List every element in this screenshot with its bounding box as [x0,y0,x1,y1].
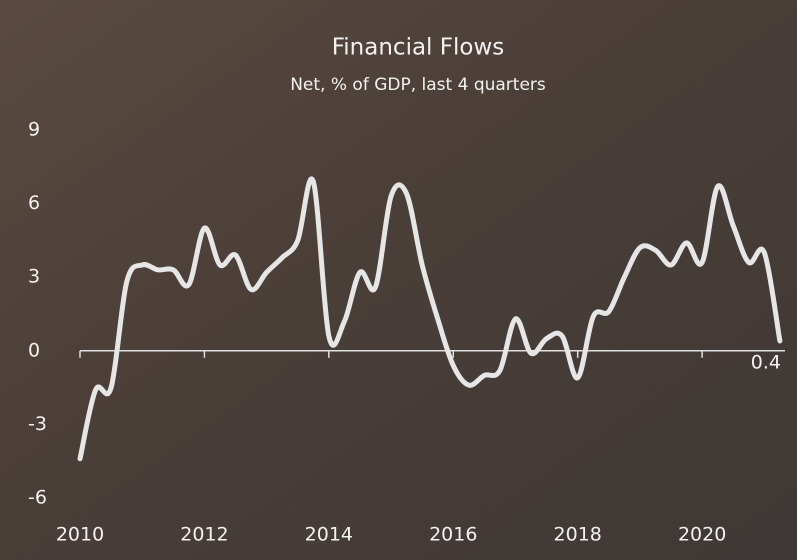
data-label: 0.4 [751,351,781,373]
x-tick-label: 2012 [180,524,228,546]
y-tick-label: 6 [28,192,40,214]
y-tick-label: -6 [28,487,47,509]
x-tick-label: 2014 [305,524,353,546]
x-tick-label: 2018 [554,524,602,546]
x-tick-label: 2020 [678,524,726,546]
x-tick-label: 2010 [56,524,104,546]
data-line [77,176,783,462]
y-tick-label: 0 [28,339,40,361]
y-tick-label: -3 [28,413,47,435]
x-tick-label: 2016 [429,524,477,546]
y-tick-label: 9 [28,119,40,141]
y-tick-label: 3 [28,266,40,288]
chart-subtitle: Net, % of GDP, last 4 quarters [290,75,546,95]
chart-title: Financial Flows [332,35,505,61]
